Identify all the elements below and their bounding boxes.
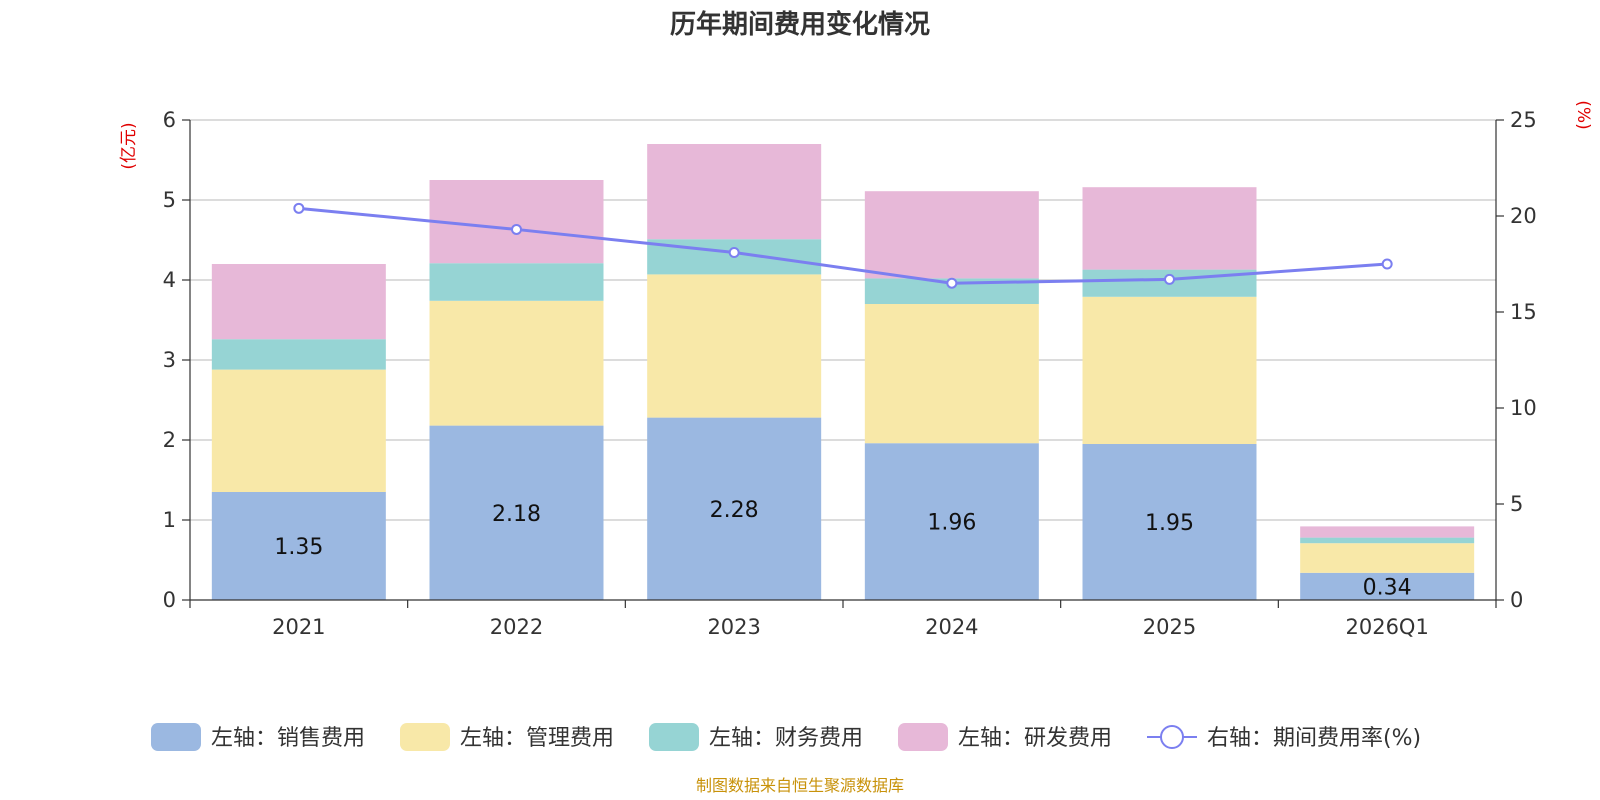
rate-line-point [1381,258,1393,270]
right-axis-tick-label: 10 [1510,396,1537,420]
x-axis-tick-label: 2025 [1143,615,1196,639]
rate-line [293,202,1393,289]
bar-value-label: 1.96 [927,511,976,536]
legend-swatch [898,723,948,751]
bar-segment [429,425,604,600]
bar-segment [429,180,604,264]
legend-label: 左轴：销售费用 [211,726,365,751]
rate-line-point [1164,273,1175,285]
left-axis-tick-label: 6 [163,108,176,132]
rate-line-point [946,277,958,289]
legend-label: 左轴：管理费用 [460,726,614,751]
right-axis-tick-label: 5 [1510,492,1523,516]
legend-label: 右轴：期间费用率(%) [1207,726,1421,751]
x-axis-tick-label: 2026Q1 [1345,615,1428,639]
left-axis-tick-label: 0 [163,588,176,612]
legend-label: 左轴：研发费用 [958,726,1112,751]
bar-value-label: 2.28 [710,498,759,523]
x-axis-tick-label: 2023 [707,615,760,639]
bar-segment [211,264,386,340]
bar-groups: 1.35 2.18 2.28 1.96 1.95 0.34 [211,144,1475,600]
bar-segment [647,274,822,418]
bar-value-label: 0.34 [1363,575,1412,600]
legend-label: 左轴：财务费用 [709,726,863,751]
legend-swatch [400,723,450,751]
left-axis-tick-label: 1 [163,508,176,532]
bar-segment [211,339,386,370]
right-axis-tick-label: 25 [1510,108,1537,132]
right-axis-tick-label: 20 [1510,204,1537,228]
legend-line-marker [1160,725,1184,749]
x-axis-tick-label: 2024 [925,615,978,639]
left-axis-tick-label: 5 [163,188,176,212]
bar-segment [864,191,1039,279]
bar-segment [429,300,604,426]
bar-segment [1082,296,1257,444]
rate-line-point [728,246,740,258]
bar-value-label: 2.18 [492,502,541,527]
rate-line-point [511,223,522,235]
left-axis-unit: (亿元) [119,122,139,169]
left-axis-tick-label: 4 [163,268,176,292]
right-axis-tick-label: 15 [1510,300,1537,324]
bar-segment [1300,543,1475,573]
right-axis-unit: (%) [1573,100,1593,129]
bar-segment [647,417,822,600]
bar-segment [429,263,604,301]
legend-swatch [151,723,201,751]
bar-segment [864,304,1039,444]
bar-value-label: 1.35 [274,535,323,560]
rate-line-path [298,206,1388,285]
legend-swatch [649,723,699,751]
bar-segment [1082,444,1257,600]
x-axis-tick-label: 2022 [490,615,543,639]
source-note: 制图数据来自恒生聚源数据库 [696,776,904,795]
bar-segment [1300,526,1475,538]
left-axis-tick-label: 3 [163,348,176,372]
left-axis-tick-label: 2 [163,428,176,452]
bar-segment [1082,187,1257,270]
bar-segment [1300,572,1475,600]
chart-title: 历年期间费用变化情况 [670,9,930,40]
bar-segment [1300,537,1475,544]
legend: 左轴：销售费用 左轴：管理费用 左轴：财务费用 左轴：研发费用 右轴：期间费用率(%) [151,723,1421,751]
bar-segment [647,144,822,240]
rate-line-point [293,202,305,214]
x-axis-tick-label: 2021 [272,615,325,639]
right-axis-tick-label: 0 [1510,588,1523,612]
bar-segment [211,492,386,600]
bar-segment [211,369,386,492]
bar-value-label: 1.95 [1145,511,1194,536]
gridlines [190,119,1496,521]
bar-segment [864,443,1039,600]
